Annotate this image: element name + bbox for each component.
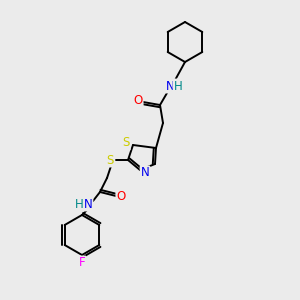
Text: S: S xyxy=(122,136,130,149)
Text: N: N xyxy=(166,80,174,92)
Text: O: O xyxy=(116,190,126,202)
Text: N: N xyxy=(141,167,149,179)
Text: N: N xyxy=(84,197,92,211)
Text: F: F xyxy=(79,256,85,269)
Text: S: S xyxy=(106,154,114,166)
Text: H: H xyxy=(174,80,182,92)
Text: H: H xyxy=(75,197,83,211)
Text: O: O xyxy=(134,94,142,107)
